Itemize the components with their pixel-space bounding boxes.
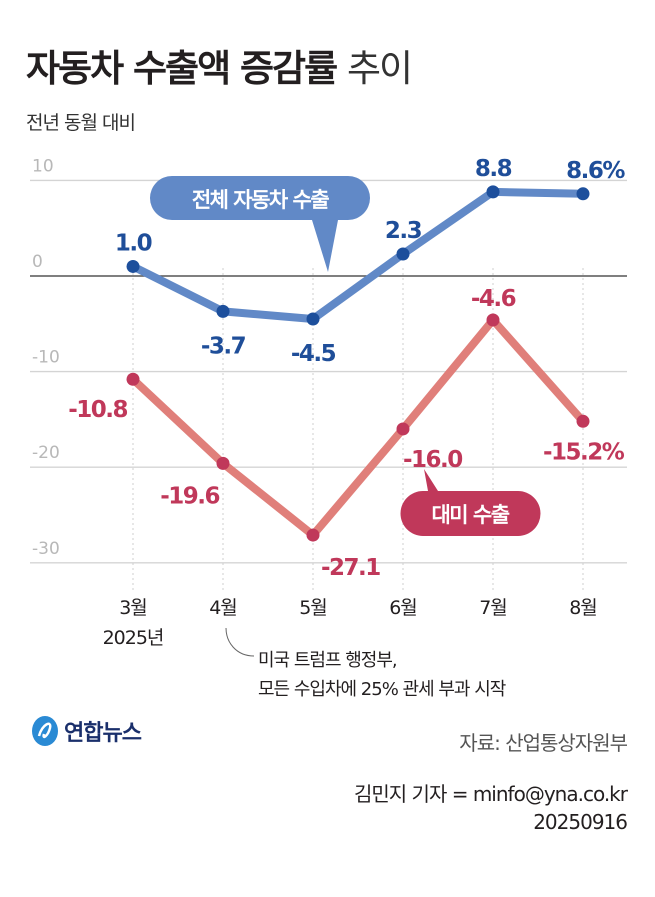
data-label: -15.2%: [543, 439, 625, 465]
data-label: -19.6: [160, 483, 219, 509]
data-label: 8.8: [475, 156, 512, 182]
source-text: 자료: 산업통상자원부: [459, 731, 628, 755]
data-point: [486, 313, 500, 327]
series-us-exports: -10.8 -19.6 -27.1 -16.0 -4.6 -15.2%: [68, 286, 626, 581]
y-tick-label: -10: [32, 348, 60, 368]
data-point: [216, 304, 230, 318]
data-point: [396, 422, 410, 436]
series-line: [129, 315, 587, 540]
category-guides: [132, 268, 584, 590]
data-point: [576, 414, 590, 428]
x-axis: 3월 4월 5월 6월 7월 8월: [119, 597, 598, 619]
data-point: [126, 259, 140, 273]
data-point: [306, 312, 320, 326]
chart-title: 자동차 수출액 증감률 추이: [26, 38, 413, 92]
y-tick-label: -20: [32, 443, 60, 463]
annotation-line-2: 모든 수입차에 25% 관세 부과 시작: [258, 679, 506, 700]
series-layer: 1.0 -3.7 -4.5 2.3 8.8 8.6% -10.8 -19.6 -27.1 -16.…: [68, 156, 627, 581]
legend-callout-us: 대미 수출: [400, 469, 541, 536]
reporter-credit: 김민지 기자 = minfo@yna.co.kr: [354, 782, 628, 806]
data-point: [126, 372, 140, 386]
x-tick-label: 4월: [209, 597, 237, 619]
year-label: 2025년: [103, 627, 164, 649]
data-label: -4.6: [471, 286, 516, 312]
callout-label-total: 전체 자동차 수출: [192, 188, 330, 212]
legend-callout-total: 전체 자동차 수출: [150, 176, 370, 272]
x-tick-label: 6월: [389, 597, 417, 619]
callout-label-us: 대미 수출: [431, 503, 509, 527]
annotation-pointer: [225, 627, 255, 657]
data-label: -3.7: [201, 333, 246, 359]
data-label: -16.0: [403, 447, 462, 473]
data-point: [216, 456, 230, 470]
y-tick-label: 10: [32, 156, 54, 176]
data-label: 1.0: [115, 230, 152, 256]
x-tick-label: 8월: [569, 597, 597, 619]
data-point: [396, 247, 410, 261]
chart-title-bold: 자동차 수출액 증감률: [26, 47, 338, 90]
callout-bubble-us: [400, 469, 541, 536]
data-point: [576, 187, 590, 201]
x-tick-label: 3월: [119, 597, 147, 619]
publish-date: 20250916: [533, 810, 628, 834]
data-point: [486, 185, 500, 199]
series-line: [129, 187, 587, 324]
x-tick-label: 5월: [299, 597, 327, 619]
line-chart: 100-10-20-30 1.0-3.7 -4.52.38.8 8.6%-10.8-…: [30, 156, 627, 657]
callout-bubble-total: [150, 176, 370, 272]
data-label: -4.5: [291, 341, 336, 367]
legend-callouts: 전체 자동차 수출 대미 수출: [150, 176, 541, 536]
y-tick-label: 0: [32, 252, 43, 272]
annotation-note: 미국 트럼프 행정부, 모든 수입차에 25% 관세 부과 시작: [258, 646, 506, 704]
data-point: [306, 528, 320, 542]
series-total-exports: 1.0 -3.7 -4.5 2.3 8.8 8.6%: [115, 156, 627, 367]
grid: 10 0 -10 -20 -30: [30, 156, 627, 564]
y-tick-label: -30: [32, 539, 60, 559]
chart-subtitle: 전년 동월 대비: [26, 112, 136, 134]
chart-title-light: 추이: [347, 47, 413, 90]
data-label: 2.3: [385, 218, 422, 244]
logo-text: 연합뉴스: [64, 721, 142, 746]
annotation-line-1: 미국 트럼프 행정부,: [258, 650, 398, 671]
credit: 김민지 기자 = minfo@yna.co.kr 20250916: [354, 780, 628, 836]
x-tick-label: 7월: [479, 597, 507, 619]
yonhap-globe-icon: [32, 716, 58, 746]
data-label: -10.8: [68, 397, 127, 423]
data-label: -27.1: [321, 555, 380, 581]
yonhap-logo: 연합뉴스: [30, 714, 142, 748]
data-label: 8.6%: [566, 158, 625, 184]
